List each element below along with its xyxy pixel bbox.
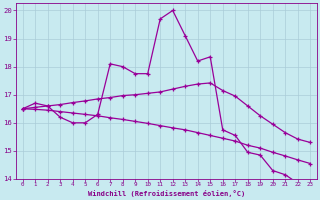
X-axis label: Windchill (Refroidissement éolien,°C): Windchill (Refroidissement éolien,°C) [88, 190, 245, 197]
